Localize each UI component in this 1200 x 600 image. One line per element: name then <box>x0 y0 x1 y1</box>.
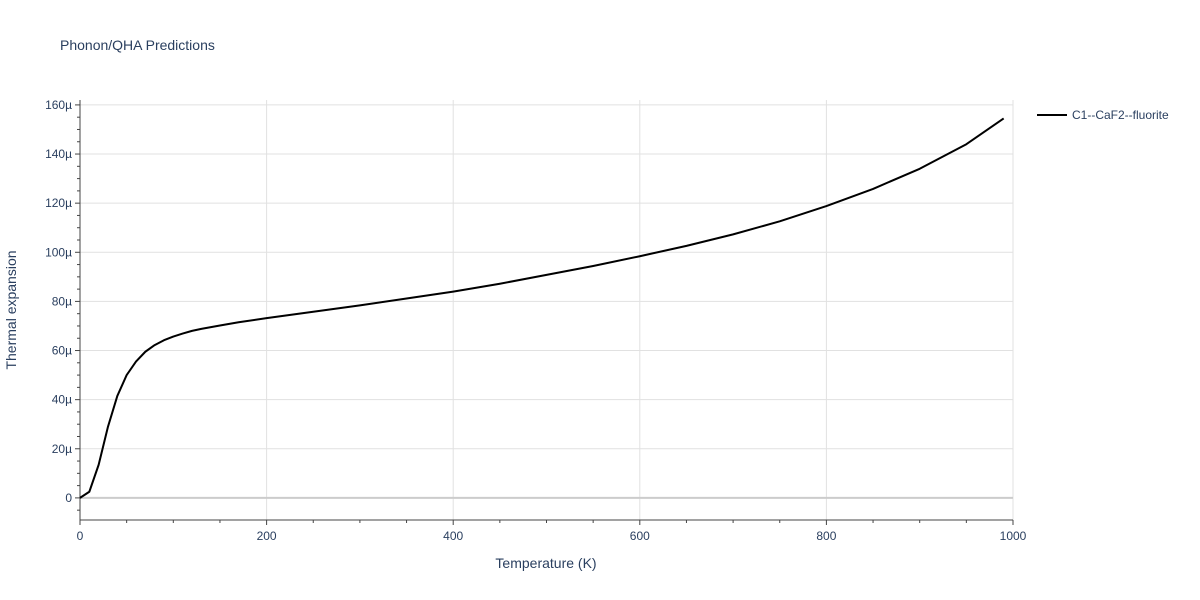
y-tick-label: 160µ <box>45 98 72 112</box>
x-tick-label: 400 <box>443 529 463 543</box>
y-tick-label: 0 <box>65 491 72 505</box>
series-layer <box>79 117 1005 499</box>
x-tick-label: 0 <box>77 529 84 543</box>
y-axis-ticks: 0 20µ 40µ 60µ 80µ 100µ 120µ 140µ 160µ <box>45 98 81 520</box>
x-tick-label: 200 <box>257 529 277 543</box>
chart-title: Phonon/QHA Predictions <box>60 37 215 53</box>
x-tick-label: 800 <box>816 529 836 543</box>
y-tick-label: 40µ <box>52 393 72 407</box>
x-axis-ticks: 0 200 400 600 800 1000 <box>77 519 1027 543</box>
y-tick-label: 140µ <box>45 147 72 161</box>
x-axis-title: Temperature (K) <box>495 555 596 571</box>
grid <box>80 100 1014 520</box>
x-tick-label: 600 <box>630 529 650 543</box>
y-tick-label: 80µ <box>52 294 72 308</box>
legend[interactable]: C1--CaF2--fluorite <box>1037 108 1169 122</box>
x-tick-label: 1000 <box>1000 529 1027 543</box>
legend-label: C1--CaF2--fluorite <box>1072 108 1169 122</box>
series-line[interactable] <box>79 117 1005 499</box>
y-axis-title: Thermal expansion <box>3 250 19 369</box>
y-tick-label: 20µ <box>52 442 72 456</box>
y-tick-label: 60µ <box>52 344 72 358</box>
y-tick-label: 100µ <box>45 245 72 259</box>
y-tick-label: 120µ <box>45 196 72 210</box>
